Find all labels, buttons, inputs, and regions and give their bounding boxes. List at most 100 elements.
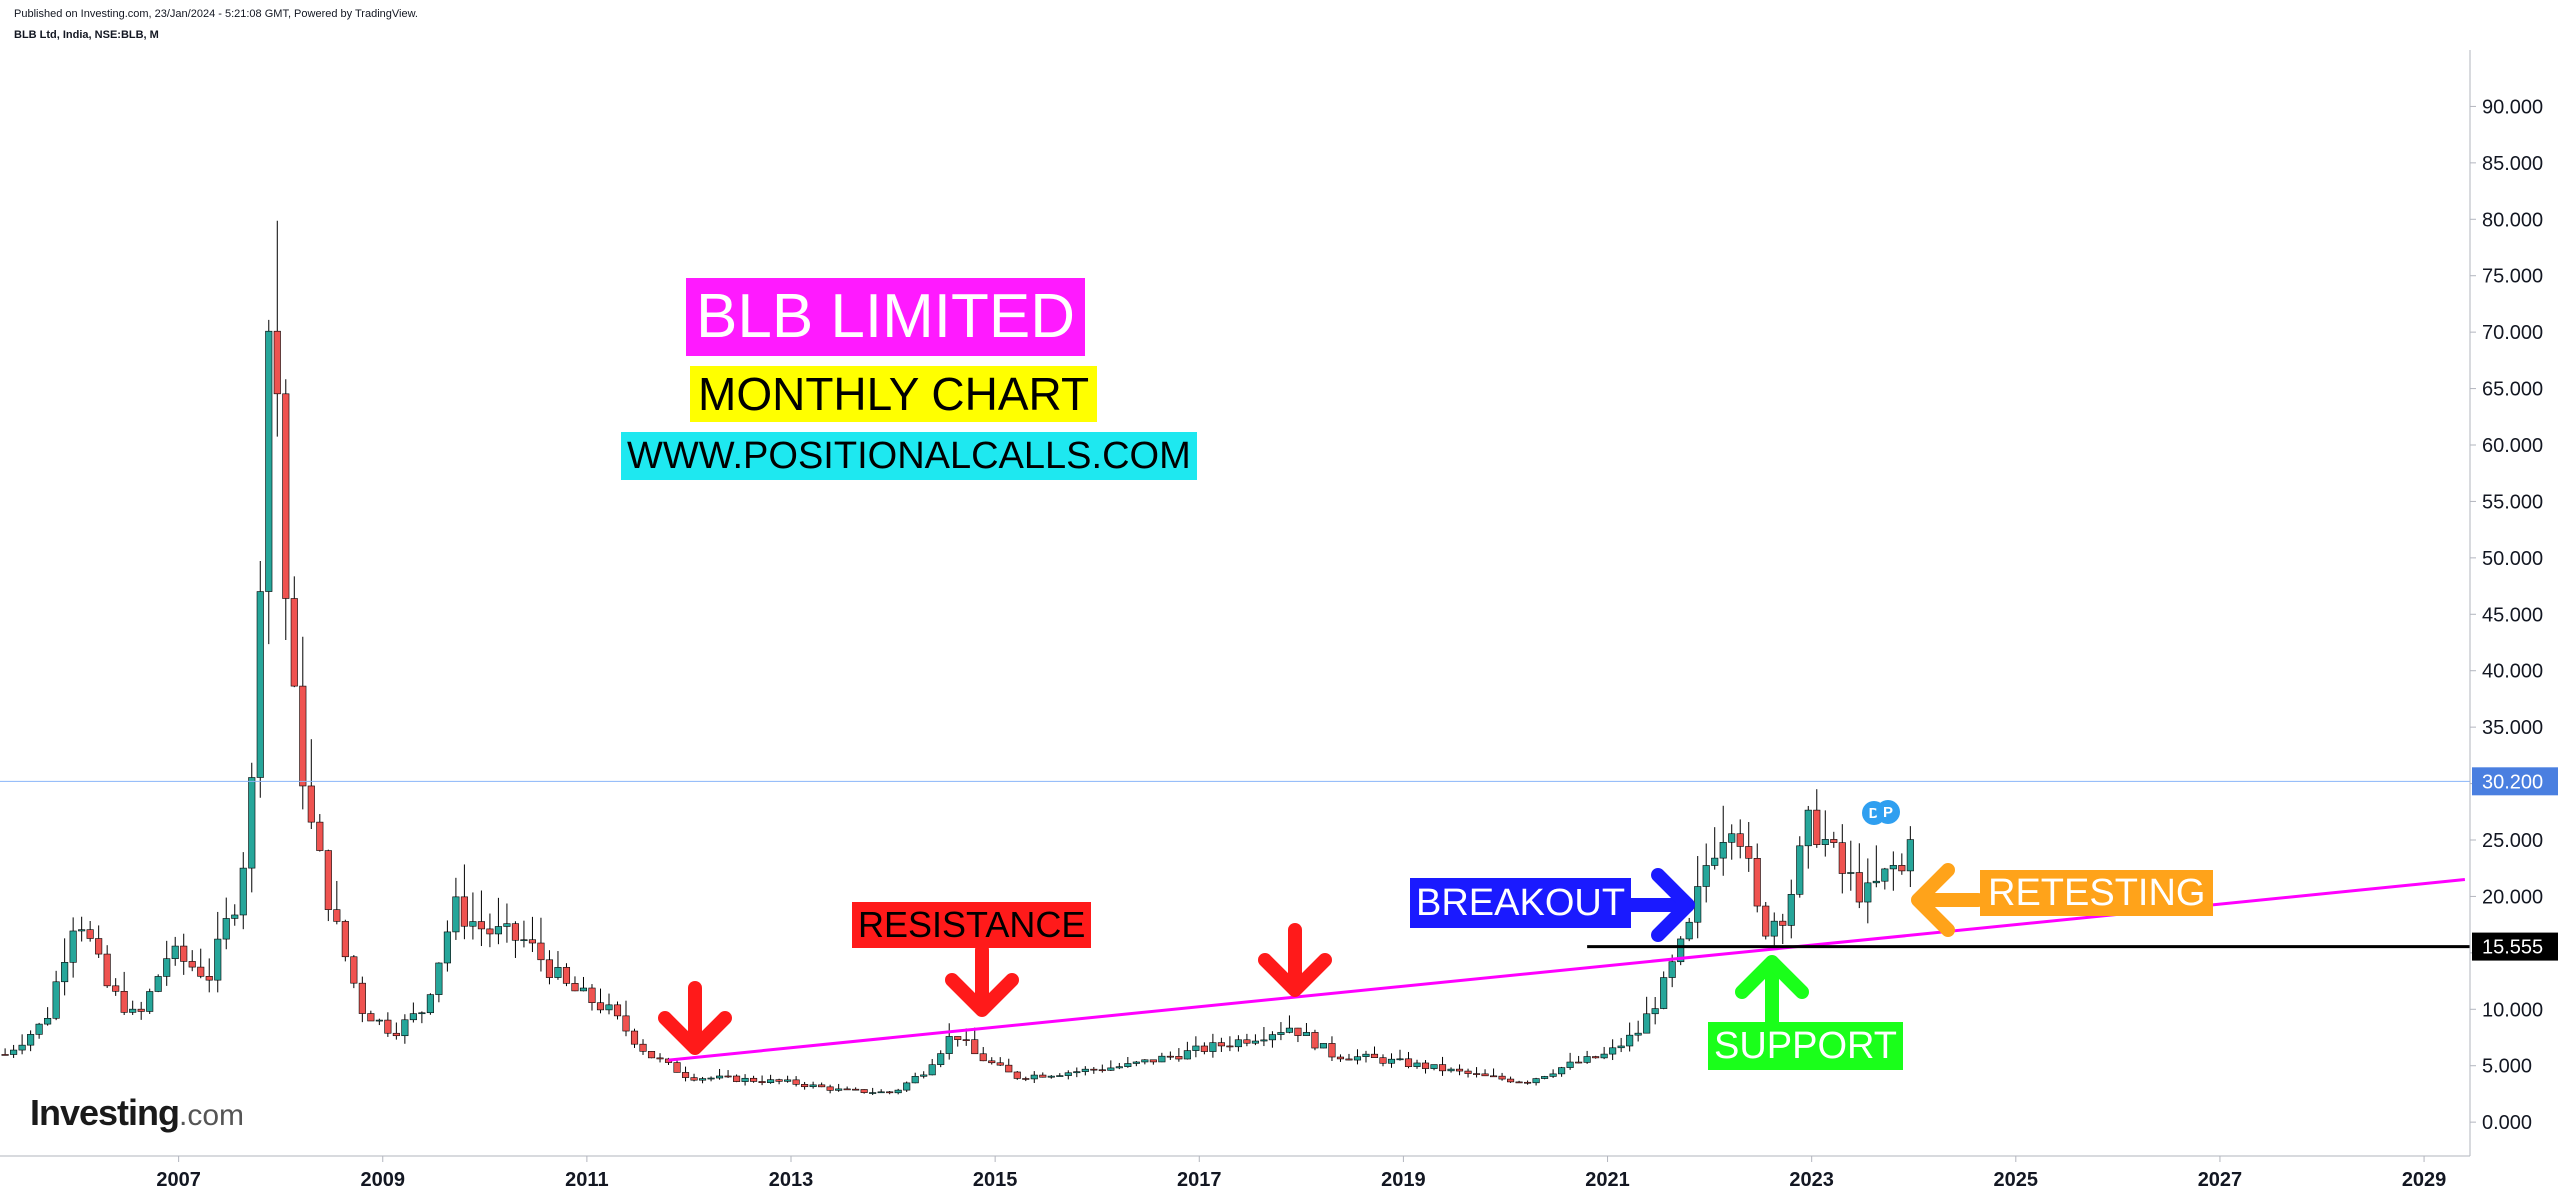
- x-tick-label: 2013: [769, 1169, 814, 1191]
- y-tick-label: 55.000: [2482, 491, 2543, 513]
- candle-down: [1498, 1075, 1506, 1080]
- symbol-info: BLB Ltd, India, NSE:BLB, M: [14, 29, 159, 41]
- candle-down: [367, 1013, 375, 1022]
- candle-down: [528, 939, 536, 944]
- y-tick-label: 40.000: [2482, 661, 2543, 683]
- candle-down: [1336, 1056, 1345, 1060]
- candle-up: [10, 1049, 18, 1055]
- candle-up: [163, 958, 171, 977]
- candle-up: [1081, 1068, 1089, 1072]
- candle-down: [1762, 905, 1770, 937]
- candle-down: [120, 991, 128, 1013]
- candle-down: [596, 1002, 605, 1011]
- candle-up: [1251, 1040, 1259, 1044]
- candle-down: [1039, 1074, 1047, 1078]
- x-tick-label: 2021: [1585, 1169, 1630, 1191]
- candle-down: [1166, 1055, 1174, 1058]
- candle-down: [1200, 1045, 1208, 1052]
- candle-down: [1473, 1073, 1481, 1075]
- candle-down: [86, 929, 94, 939]
- candle-up: [265, 330, 273, 592]
- y-tick-label: 0.000: [2482, 1112, 2532, 1134]
- candle-down: [588, 987, 596, 1004]
- candle-up: [877, 1091, 885, 1094]
- candle-up: [435, 962, 443, 995]
- candle-down: [477, 921, 485, 930]
- candle-down: [333, 909, 341, 922]
- candle-up: [1558, 1067, 1566, 1075]
- candle-up: [239, 867, 247, 916]
- candles-layer: [1, 220, 1914, 1096]
- candle-up: [1821, 839, 1829, 845]
- resistance-arrow-icon-1: [658, 981, 732, 1055]
- candle-up: [1634, 1032, 1642, 1036]
- candle-down: [316, 821, 324, 851]
- axis-layer: 0.0005.00010.00015.00020.00025.00030.000…: [0, 50, 2558, 1191]
- candle-up: [35, 1023, 43, 1035]
- candle-down: [511, 923, 519, 941]
- breakout-label: BREAKOUT: [1410, 878, 1632, 928]
- candle-up: [1141, 1059, 1149, 1063]
- candle-up: [1617, 1045, 1625, 1049]
- candle-down: [1243, 1039, 1251, 1044]
- candle-down: [1838, 842, 1846, 874]
- y-tick-label: 70.000: [2482, 322, 2543, 344]
- candle-up: [1685, 921, 1693, 940]
- candle-down: [324, 850, 332, 910]
- candle-down: [1515, 1081, 1523, 1084]
- candle-down: [1524, 1081, 1532, 1084]
- candle-up: [129, 1008, 137, 1013]
- candle-up: [809, 1084, 817, 1088]
- candle-down: [860, 1089, 868, 1093]
- arrow-head: [945, 973, 1019, 1017]
- candle-up: [1643, 1013, 1651, 1034]
- candle-up: [554, 967, 562, 978]
- y-tick-label: 90.000: [2482, 96, 2543, 118]
- candle-down: [392, 1032, 400, 1037]
- candle-up: [494, 926, 502, 935]
- candle-up: [69, 930, 77, 963]
- candle-up: [418, 1012, 426, 1015]
- candle-up: [214, 938, 222, 981]
- candle-down: [962, 1039, 970, 1041]
- candle-up: [767, 1079, 775, 1083]
- candle-down: [1481, 1073, 1489, 1077]
- candle-up: [1362, 1053, 1370, 1057]
- candle-down: [1438, 1064, 1447, 1072]
- candle-down: [1753, 858, 1761, 907]
- y-tick-label: 60.000: [2482, 435, 2543, 457]
- candle-up: [1319, 1043, 1328, 1049]
- candle-down: [1736, 833, 1744, 847]
- x-tick-label: 2029: [2402, 1169, 2447, 1191]
- candle-up: [928, 1064, 936, 1076]
- candle-down: [656, 1057, 664, 1060]
- candle-up: [894, 1089, 902, 1094]
- candle-up: [579, 987, 588, 992]
- candle-up: [1626, 1034, 1634, 1047]
- website-annotation: WWW.POSITIONALCALLS.COM: [621, 432, 1197, 480]
- candle-down: [1022, 1078, 1030, 1080]
- arrow-head: [1911, 863, 1955, 937]
- candle-up: [1030, 1074, 1038, 1080]
- candle-down: [1294, 1027, 1302, 1036]
- candle-down: [545, 959, 554, 978]
- breakout-arrow-icon: [1621, 868, 1695, 942]
- candle-up: [1115, 1066, 1123, 1069]
- candle-down: [613, 1004, 622, 1017]
- candle-up: [707, 1077, 715, 1080]
- candle-down: [1464, 1070, 1472, 1074]
- candle-down: [681, 1072, 690, 1078]
- candle-up: [409, 1013, 417, 1021]
- candle-down: [1, 1054, 9, 1056]
- candle-down: [1745, 846, 1753, 859]
- candle-down: [1779, 920, 1787, 926]
- candle-up: [1719, 842, 1727, 859]
- candle-down: [1226, 1045, 1234, 1048]
- candle-up: [1396, 1058, 1404, 1061]
- event-badge-icon[interactable]: P: [1876, 800, 1900, 824]
- candle-up: [1302, 1032, 1310, 1036]
- x-tick-label: 2007: [156, 1169, 201, 1191]
- candle-down: [112, 985, 120, 992]
- candle-down: [95, 938, 103, 955]
